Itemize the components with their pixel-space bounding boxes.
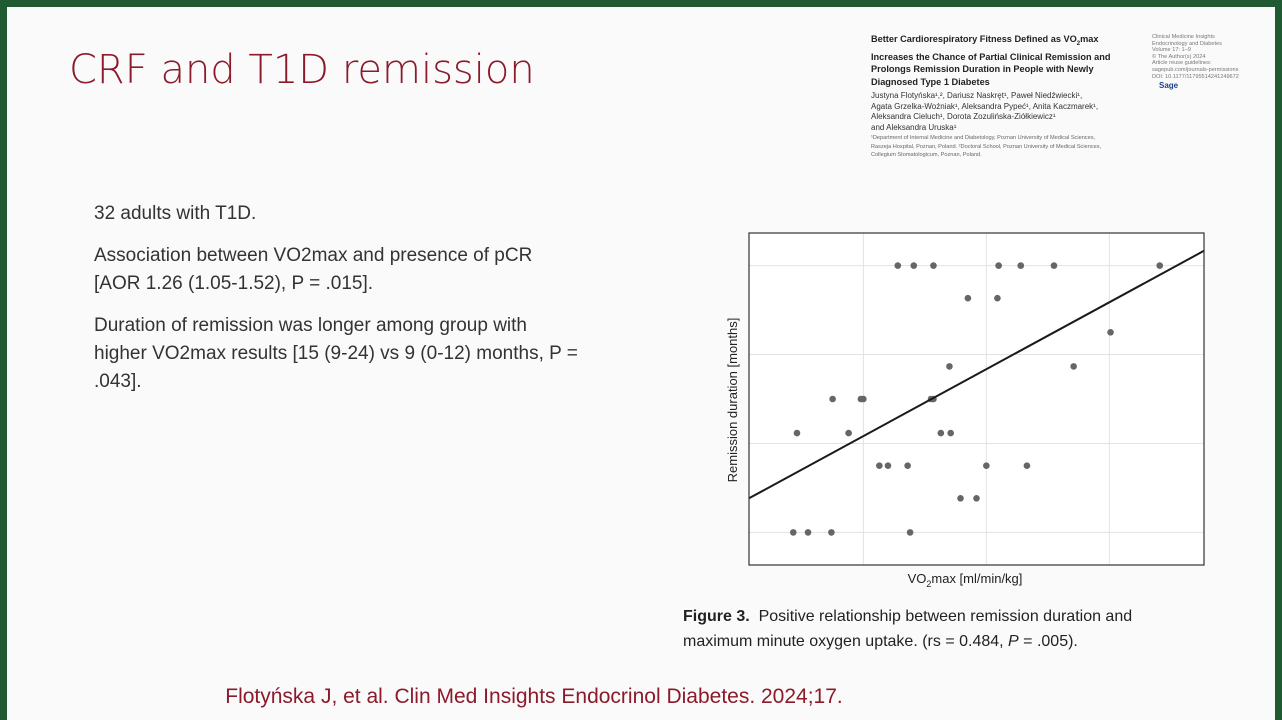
data-point	[789, 529, 797, 536]
data-point	[947, 429, 954, 437]
caption-label: Figure 3.	[683, 608, 750, 625]
journal-line: Volume 17: 1–9	[1152, 47, 1191, 54]
slide-title: CRF and T1D remission	[69, 47, 535, 93]
x-label-sub: 2	[926, 579, 931, 589]
data-point	[930, 262, 937, 269]
data-point	[884, 462, 892, 469]
data-point	[1023, 462, 1031, 469]
paper-title: Better Cardiorespiratory Fitness Defined…	[871, 33, 1141, 89]
data-point	[804, 529, 812, 536]
y-axis-label: Remission duration [months]	[725, 318, 740, 483]
data-point	[829, 395, 836, 403]
figure-caption: Figure 3. Positive relationship between …	[683, 604, 1183, 654]
plot-area	[749, 233, 1204, 565]
journal-line: Article reuse guidelines:	[1152, 60, 1212, 67]
x-axis-label: VO2max [ml/min/kg]	[908, 571, 1023, 589]
affiliation-line: Collegium Stomatologicum, Poznan, Poland…	[871, 152, 982, 158]
data-point	[995, 262, 1002, 269]
caption-text: Positive relationship between remission …	[683, 608, 1133, 650]
journal-line: Endocrinology and Diabetes	[1152, 40, 1222, 47]
bullet-list: 32 adults with T1D. Association between V…	[94, 200, 584, 410]
data-point	[904, 462, 911, 469]
paper-title-text: max Increases the Chance of Partial Clin…	[871, 34, 1111, 87]
data-point	[973, 495, 980, 502]
caption-text: = .005).	[1018, 633, 1078, 650]
data-point	[876, 462, 883, 469]
data-point	[994, 294, 1001, 302]
data-point	[946, 363, 953, 370]
bullet: Duration of remission was longer among g…	[94, 315, 578, 392]
data-point	[1017, 262, 1025, 269]
paper-affiliations: ¹Department of Internal Medicine and Dia…	[871, 134, 1101, 160]
journal-line: Clinical Medicine Insights	[1152, 34, 1215, 40]
data-point	[964, 294, 972, 302]
data-point	[906, 529, 914, 536]
paper-title-text: Better Cardiorespiratory Fitness Defined…	[871, 34, 1077, 44]
data-point	[894, 262, 902, 269]
publisher: Sage	[1159, 81, 1179, 90]
author-line: Aleksandra Cieluch¹, Dorota Zozulińska-Z…	[871, 112, 1056, 121]
x-label-part: max [ml/min/kg]	[931, 571, 1022, 586]
journal-line: DOI: 10.1177/11795514241249672	[1152, 73, 1239, 80]
data-point	[983, 462, 990, 469]
data-point	[937, 429, 945, 437]
citation: Flotyńska J, et al. Clin Med Insights En…	[225, 685, 843, 708]
author-line: Agata Grzelka-Woźniak¹, Aleksandra Pypeć…	[871, 101, 1099, 111]
data-point	[1107, 329, 1114, 336]
bullet: Association between VO2max and presence …	[94, 245, 533, 294]
journal-line: © The Author(s) 2024	[1152, 53, 1206, 60]
author-line: and Aleksandra Uruska¹	[871, 122, 957, 132]
author-line: Justyna Flotyńska¹,², Dariusz Naskręt¹, …	[871, 91, 1083, 100]
plot-border	[748, 232, 1205, 566]
data-point	[860, 395, 867, 403]
data-point	[1156, 262, 1164, 269]
caption-italic: P	[1008, 633, 1019, 650]
data-point	[910, 262, 918, 269]
data-point	[957, 495, 964, 502]
paper-title-sub: 2	[1076, 40, 1081, 47]
bullet: 32 adults with T1D.	[94, 203, 257, 224]
paper-authors: Justyna Flotyńska¹,², Dariusz Naskręt¹, …	[871, 91, 1098, 133]
affiliation-line: ¹Department of Internal Medicine and Dia…	[871, 135, 1096, 141]
affiliation-line: Raszeja Hospital, Poznan, Poland. ²Docto…	[871, 143, 1102, 150]
data-point	[845, 429, 852, 437]
x-label-part: VO	[908, 571, 927, 586]
data-point	[828, 529, 835, 536]
journal-line: sagepub.com/journals-permissions	[1152, 66, 1239, 73]
data-point	[1070, 363, 1077, 370]
paper-journal: Clinical Medicine Insights Endocrinology …	[1152, 34, 1239, 80]
data-point	[1050, 262, 1058, 269]
fit-line	[748, 249, 1205, 500]
data-point	[793, 429, 801, 437]
